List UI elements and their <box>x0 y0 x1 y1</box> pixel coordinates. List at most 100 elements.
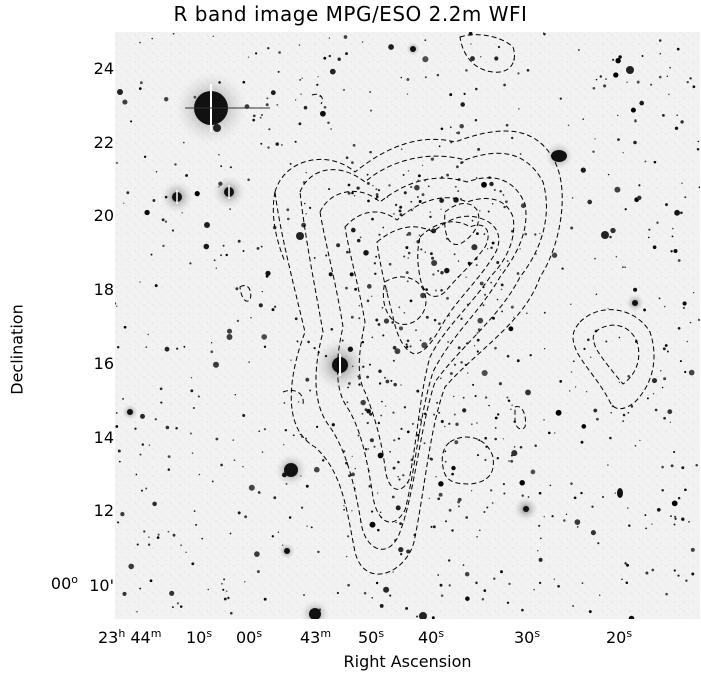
star <box>366 173 369 176</box>
star <box>622 413 626 417</box>
star <box>189 432 192 435</box>
bright-stars <box>117 42 644 619</box>
star <box>201 537 204 540</box>
star <box>681 466 685 470</box>
star <box>135 473 138 476</box>
star <box>398 478 401 481</box>
star <box>366 284 372 289</box>
star <box>139 81 143 85</box>
star <box>500 570 503 574</box>
star <box>141 443 145 446</box>
star <box>625 581 629 585</box>
star <box>161 218 165 222</box>
star <box>309 389 312 392</box>
star <box>465 69 468 72</box>
star <box>674 517 677 520</box>
star <box>299 79 302 81</box>
star <box>303 594 305 596</box>
star <box>695 463 698 467</box>
star <box>175 427 178 430</box>
star <box>189 262 192 265</box>
star <box>392 571 394 573</box>
star <box>669 421 671 423</box>
star <box>115 302 117 305</box>
star <box>510 459 514 463</box>
star <box>491 241 495 245</box>
star <box>574 386 577 388</box>
star <box>180 544 182 547</box>
star <box>653 160 657 164</box>
star <box>680 120 684 124</box>
star <box>145 346 148 348</box>
star <box>375 188 378 191</box>
star <box>379 603 384 608</box>
star <box>670 515 672 517</box>
star <box>350 315 354 319</box>
star <box>395 521 397 524</box>
image-title: R band image MPG/ESO 2.2m WFI <box>173 2 528 26</box>
star <box>490 246 493 250</box>
star <box>557 584 560 588</box>
star <box>476 454 480 457</box>
star <box>325 254 328 257</box>
star <box>497 45 501 49</box>
star <box>538 557 543 562</box>
star <box>634 119 637 121</box>
star <box>398 326 404 331</box>
star <box>144 209 150 216</box>
star <box>519 480 525 486</box>
star <box>423 412 427 415</box>
star <box>516 359 520 363</box>
star <box>494 346 497 350</box>
star <box>643 308 647 312</box>
star <box>489 181 494 187</box>
star <box>330 327 334 331</box>
star <box>128 563 134 570</box>
star <box>267 47 270 50</box>
star <box>304 202 306 205</box>
star <box>386 196 389 198</box>
star <box>451 529 454 532</box>
star <box>260 142 263 145</box>
star <box>260 113 264 117</box>
star <box>567 124 570 127</box>
star <box>320 110 326 117</box>
star <box>491 203 494 205</box>
star <box>373 445 376 448</box>
star <box>164 220 168 223</box>
star <box>516 272 520 275</box>
star <box>229 532 232 535</box>
star <box>554 432 556 434</box>
star <box>656 221 659 224</box>
star <box>647 236 650 239</box>
star <box>397 475 399 478</box>
star <box>278 51 281 54</box>
star <box>176 347 179 350</box>
star <box>661 386 664 389</box>
star <box>549 484 552 487</box>
star <box>624 266 626 268</box>
star <box>261 334 268 340</box>
star <box>207 588 209 591</box>
star <box>259 116 262 119</box>
star <box>463 92 466 95</box>
star <box>669 66 671 69</box>
star <box>476 332 479 334</box>
star <box>437 269 440 272</box>
star <box>692 292 695 294</box>
star <box>227 596 230 600</box>
star <box>305 484 309 488</box>
star <box>347 183 351 187</box>
star <box>419 339 422 342</box>
star <box>658 75 662 79</box>
star <box>538 491 542 495</box>
star <box>685 579 688 582</box>
star <box>283 444 285 446</box>
star <box>369 109 373 112</box>
star <box>627 411 630 414</box>
star <box>373 262 377 265</box>
star <box>453 253 456 256</box>
star <box>475 177 478 179</box>
star <box>475 232 479 236</box>
star <box>377 492 379 494</box>
